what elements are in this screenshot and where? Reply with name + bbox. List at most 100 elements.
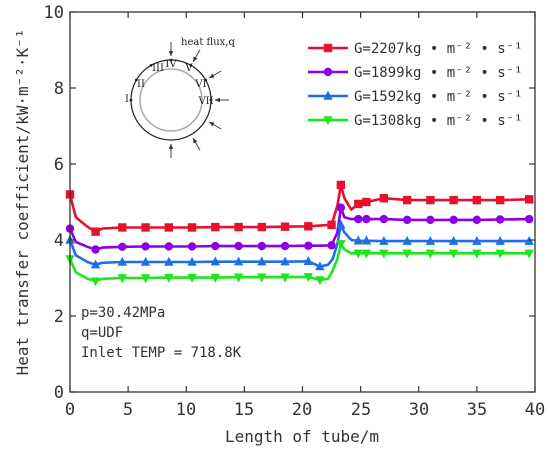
data-point-marker	[402, 215, 412, 225]
data-point-marker	[303, 273, 314, 283]
inset-sector-1: I	[125, 94, 129, 105]
data-point-marker	[90, 259, 101, 269]
x-tick-label: 10	[176, 400, 196, 420]
data-point-marker	[327, 220, 336, 229]
y-tick-label: 2	[54, 307, 64, 327]
inset-inner-circle	[139, 68, 203, 132]
data-point-marker	[524, 249, 534, 259]
data-point-marker	[495, 235, 505, 245]
x-tick-label: 30	[409, 400, 429, 420]
y-axis-title: Heat transfer coefficient/kW·m⁻²·K⁻¹	[13, 29, 32, 376]
legend: G=2207kg • m⁻² • s⁻¹ G=1899kg • m⁻² • s⁻…	[308, 41, 523, 129]
legend-label-4: G=1308kg • m⁻² • s⁻¹	[354, 113, 523, 129]
condition-annotations: p=30.42MPa q=UDF Inlet TEMP = 718.8K	[81, 305, 242, 361]
data-point-marker	[304, 241, 313, 250]
data-point-marker	[361, 235, 372, 245]
data-point-marker	[233, 273, 244, 283]
series-line-3	[68, 223, 530, 268]
y-tick-label: 6	[54, 155, 64, 175]
data-point-marker	[472, 195, 482, 205]
data-point-marker	[495, 249, 505, 259]
data-point-marker	[524, 195, 534, 204]
data-point-marker	[257, 273, 267, 283]
data-point-marker	[280, 273, 290, 283]
data-point-marker	[280, 256, 290, 266]
legend-label-3: G=1592kg • m⁻² • s⁻¹	[354, 89, 523, 105]
heat-flux-arrowhead	[168, 51, 174, 56]
sector-dot	[209, 98, 213, 102]
inset-diagram: heat flux,q I II III IV V VI VII	[125, 37, 235, 158]
data-point-marker	[91, 245, 100, 254]
data-point-marker	[353, 249, 363, 259]
y-tick-label: 8	[54, 79, 64, 99]
series-line-1	[68, 183, 530, 233]
data-point-marker	[379, 249, 389, 259]
legend-symbols	[308, 43, 348, 126]
data-point-marker	[402, 249, 412, 259]
series-line-4	[68, 242, 530, 283]
legend-marker-3	[323, 90, 333, 100]
annotation-heat-flux: q=UDF	[81, 325, 123, 341]
data-point-marker	[495, 215, 505, 224]
sector-dot	[149, 63, 153, 67]
data-point-marker	[448, 235, 459, 245]
heat-flux-arrowhead	[209, 73, 215, 78]
data-point-marker	[303, 256, 314, 265]
data-point-marker	[187, 223, 197, 232]
sector-dot	[189, 63, 193, 67]
inset-heat-flux-label: heat flux,q	[181, 37, 235, 48]
y-tick-label: 4	[54, 231, 64, 251]
y-tick-label: 10	[44, 3, 64, 23]
series-1	[65, 180, 534, 236]
x-axis-title: Length of tube/m	[225, 427, 379, 446]
data-point-marker	[91, 227, 100, 236]
data-point-marker	[426, 195, 435, 205]
data-point-marker	[90, 277, 101, 287]
series-layer	[65, 180, 534, 287]
inset-heat-flux-arrows	[168, 42, 229, 158]
inset-sector-3: III	[152, 63, 164, 74]
data-point-marker	[257, 222, 267, 232]
legend-marker-4	[323, 116, 333, 126]
x-tick-label: 25	[351, 400, 371, 420]
heat-flux-arrowhead	[193, 56, 198, 62]
data-point-marker	[164, 256, 174, 266]
data-point-marker	[336, 203, 346, 212]
heat-flux-arrowhead	[168, 144, 174, 149]
data-point-marker	[315, 276, 325, 286]
legend-marker-1	[323, 43, 333, 53]
data-point-marker	[524, 214, 534, 224]
data-point-marker	[402, 195, 412, 205]
data-point-marker	[141, 242, 150, 251]
y-tick-label: 0	[54, 383, 64, 403]
data-point-marker	[336, 180, 346, 190]
data-point-marker	[164, 273, 174, 283]
series-line-2	[68, 206, 530, 251]
legend-marker-2	[323, 67, 333, 77]
data-point-marker	[354, 214, 363, 224]
data-point-marker	[187, 256, 197, 266]
data-point-marker	[362, 214, 371, 224]
x-tick-label: 15	[234, 400, 254, 420]
series-4	[65, 240, 534, 287]
data-point-marker	[449, 195, 458, 205]
data-point-marker	[304, 222, 313, 231]
x-tick-label: 0	[65, 400, 75, 420]
data-point-marker	[187, 273, 197, 283]
data-point-marker	[426, 215, 435, 225]
series-3	[65, 219, 534, 271]
data-point-marker	[353, 235, 363, 245]
annotation-pressure: p=30.42MPa	[81, 305, 165, 321]
data-point-marker	[118, 242, 127, 252]
data-point-marker	[379, 235, 389, 245]
data-point-marker	[280, 222, 290, 231]
data-point-marker	[402, 235, 412, 245]
data-point-marker	[140, 274, 151, 284]
data-point-marker	[234, 222, 243, 232]
data-point-marker	[257, 256, 267, 266]
data-point-marker	[164, 242, 174, 251]
data-point-marker	[336, 219, 346, 229]
data-point-marker	[472, 235, 482, 245]
heat-flux-arrowhead	[193, 138, 198, 144]
